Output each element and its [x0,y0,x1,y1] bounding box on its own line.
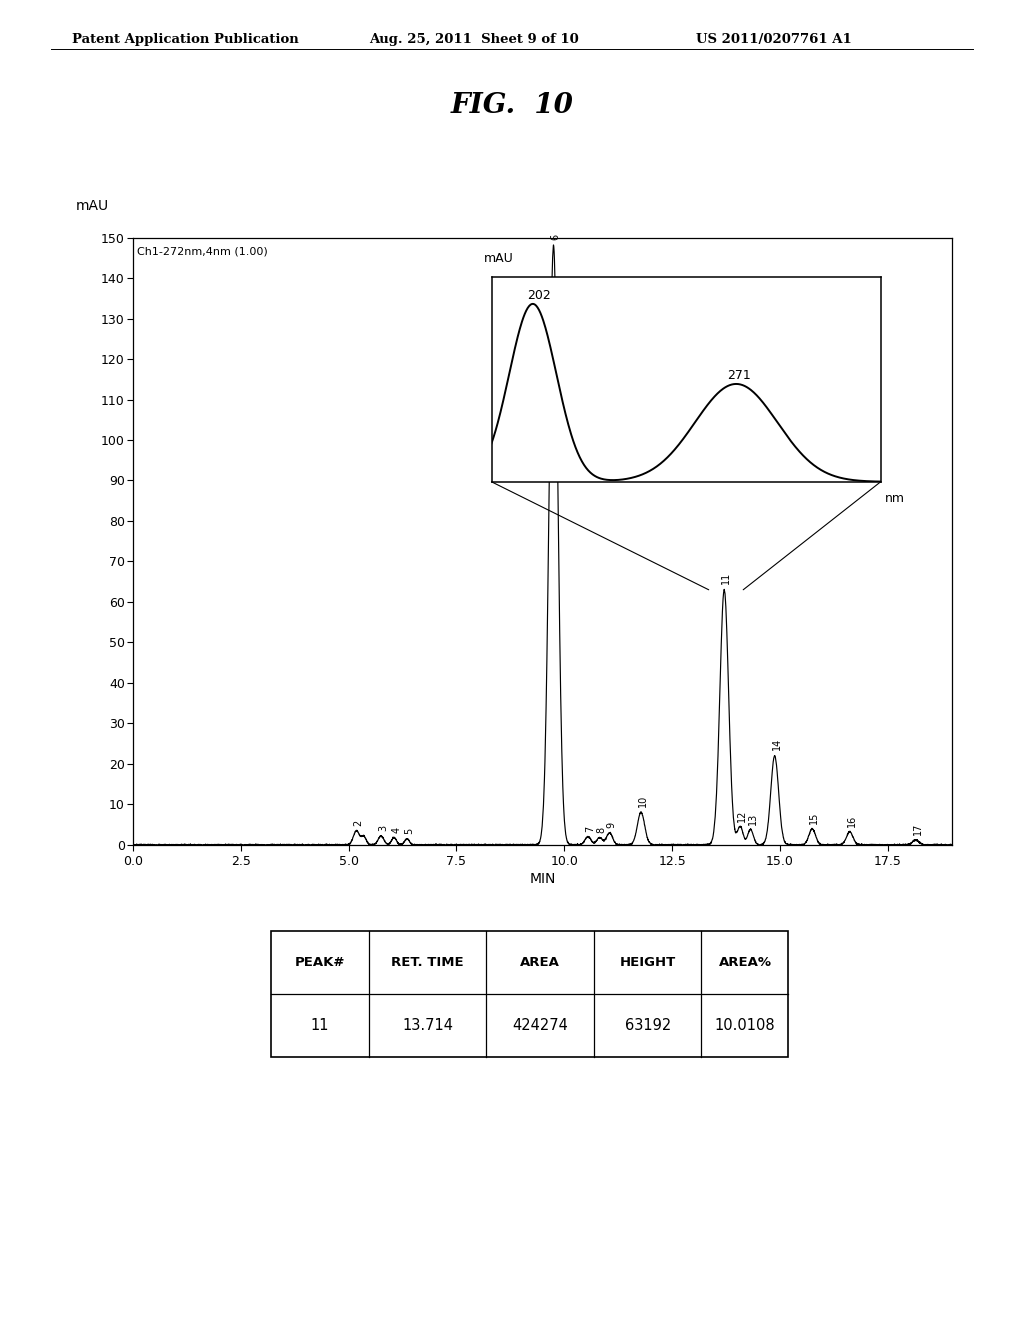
Text: RET. TIME: RET. TIME [391,956,464,969]
Text: 17: 17 [912,822,923,836]
Text: US 2011/0207761 A1: US 2011/0207761 A1 [696,33,852,46]
Text: 10: 10 [638,795,648,807]
Text: Aug. 25, 2011  Sheet 9 of 10: Aug. 25, 2011 Sheet 9 of 10 [369,33,579,46]
Text: Ch1-272nm,4nm (1.00): Ch1-272nm,4nm (1.00) [137,247,268,256]
Text: nm: nm [885,492,904,506]
Text: 271: 271 [727,368,751,381]
Text: 4: 4 [391,826,401,833]
Text: 2: 2 [353,820,364,826]
Text: 14: 14 [772,738,782,750]
X-axis label: MIN: MIN [529,873,556,887]
Text: 63192: 63192 [625,1018,671,1034]
Text: Patent Application Publication: Patent Application Publication [72,33,298,46]
Text: FIG.  10: FIG. 10 [451,92,573,119]
Text: 6: 6 [551,234,561,240]
Text: 10.0108: 10.0108 [715,1018,775,1034]
Text: 13.714: 13.714 [402,1018,453,1034]
Text: AREA: AREA [520,956,560,969]
Text: 11: 11 [310,1018,330,1034]
Text: PEAK#: PEAK# [295,956,345,969]
Text: 424274: 424274 [512,1018,568,1034]
Text: 16: 16 [847,814,857,828]
Text: 5: 5 [404,828,414,834]
Text: HEIGHT: HEIGHT [620,956,676,969]
Text: AREA%: AREA% [719,956,771,969]
Text: 3: 3 [378,825,388,832]
Text: 12: 12 [737,809,748,822]
Text: mAU: mAU [76,199,109,214]
Text: 9: 9 [606,821,616,828]
Text: 7: 7 [585,825,595,832]
Text: 202: 202 [527,289,551,301]
Text: 11: 11 [721,572,731,583]
Text: 8: 8 [597,826,607,833]
Text: 15: 15 [809,812,819,824]
Text: mAU: mAU [483,252,513,265]
Text: 13: 13 [748,812,758,825]
